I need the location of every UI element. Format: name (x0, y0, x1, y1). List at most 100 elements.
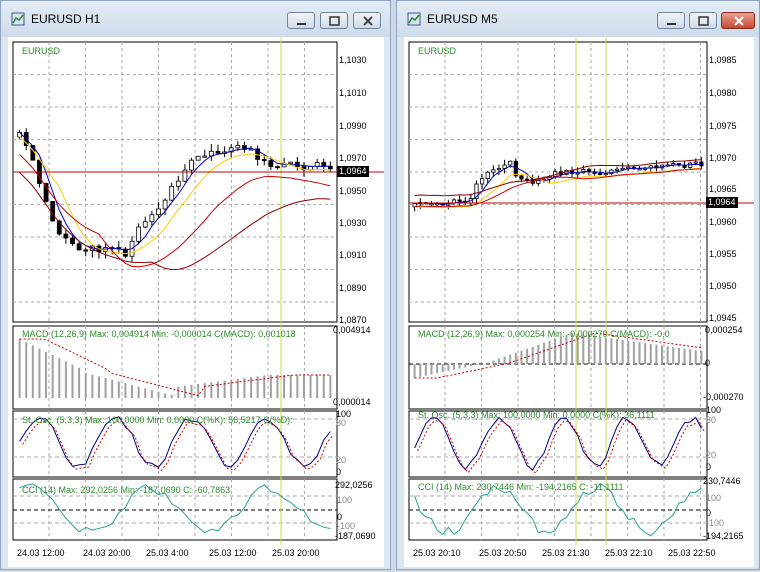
indicator-pane-frame (13, 42, 337, 322)
time-tick: 24.03 20:00 (83, 548, 131, 558)
macd-histogram-bar (171, 395, 173, 398)
chart-window-eurusd-m5[interactable]: EURUSD M5 EURUSD 1,0985 1,0980 1,0975 1,… (396, 0, 760, 570)
macd-histogram-bar (700, 351, 702, 364)
macd-histogram-bar (191, 385, 193, 398)
macd-histogram-bar (459, 364, 461, 369)
moving-average-slow (20, 155, 331, 267)
macd-histogram-bar (543, 343, 545, 364)
stoch-level: 100 (706, 405, 721, 415)
price-tick: 1,1030 (339, 55, 367, 65)
macd-histogram-bar (667, 346, 669, 364)
macd-histogram-bar (131, 385, 133, 398)
macd-caption: MACD (12,26,9) Max: 0,000254 Min: -0,000… (418, 329, 700, 339)
price-tick: 1,0950 (339, 186, 367, 196)
macd-histogram-bar (447, 364, 449, 371)
candle-body (269, 161, 273, 167)
maximize-button[interactable] (689, 12, 717, 29)
macd-min-label: 0,000014 (333, 397, 371, 407)
maximize-icon (321, 13, 349, 30)
time-tick: 25.03 22:50 (668, 548, 716, 558)
macd-histogram-bar (565, 335, 567, 364)
stoch-level: 80 (706, 415, 716, 425)
macd-histogram-bar (91, 375, 93, 398)
macd-histogram-bar (655, 345, 657, 364)
macd-histogram-bar (65, 361, 67, 398)
price-tick: 1,0955 (709, 249, 737, 259)
macd-histogram-bar (310, 375, 312, 398)
price-tick: 1,0965 (709, 184, 737, 194)
window-title: EURUSD H1 (31, 12, 100, 26)
candle-body (328, 166, 332, 168)
minimize-icon (658, 13, 686, 30)
cci-max-label: 292,0256 (335, 480, 373, 490)
moving-average-fast (415, 164, 702, 204)
macd-histogram-bar (177, 387, 179, 398)
current-price-label: 1,0964 (337, 166, 369, 177)
candle-body (492, 170, 495, 172)
candle-body (77, 244, 81, 250)
time-tick: 25.03 4:00 (146, 548, 189, 558)
macd-histogram-bar (464, 364, 466, 367)
macd-histogram-bar (470, 364, 472, 366)
price-tick: 1,0950 (709, 281, 737, 291)
candle-body (156, 209, 160, 215)
close-icon (354, 13, 382, 30)
stoch-level: 20 (706, 450, 716, 460)
macd-histogram-bar (296, 375, 298, 398)
macd-histogram-bar (498, 359, 500, 364)
macd-histogram-bar (283, 375, 285, 398)
stochastic-caption: St. Osc. (5,3,3) Max: 100,0000 Min: 0,00… (22, 415, 293, 425)
minimize-button[interactable] (657, 12, 685, 29)
macd-histogram-bar (436, 364, 438, 373)
candle-body (196, 156, 200, 160)
macd-histogram-bar (414, 364, 416, 378)
candle-body (150, 215, 154, 222)
candle-body (458, 200, 461, 201)
macd-histogram-bar (537, 345, 539, 364)
time-tick: 25.03 12:00 (209, 548, 257, 558)
macd-histogram-bar (504, 357, 506, 364)
cci-min-label: -187,0690 (335, 531, 376, 541)
title-bar[interactable]: EURUSD M5 (397, 1, 759, 37)
price-tick: 1,0910 (339, 250, 367, 260)
candle-body (486, 172, 489, 178)
candle-body (190, 160, 194, 170)
macd-histogram-bar (316, 375, 318, 398)
chart-area[interactable]: EURUSD 1,1030 1,1010 1,0990 1,0970 1,095… (8, 37, 384, 567)
title-bar[interactable]: EURUSD H1 (1, 1, 390, 37)
macd-histogram-bar (118, 382, 120, 398)
macd-histogram-bar (661, 346, 663, 364)
cci-level: 100 (337, 495, 352, 505)
macd-histogram-bar (588, 335, 590, 364)
macd-histogram-bar (650, 344, 652, 364)
macd-histogram-bar (627, 341, 629, 364)
macd-histogram-bar (25, 342, 27, 398)
macd-histogram-bar (303, 375, 305, 398)
price-tick: 1,0870 (339, 315, 367, 325)
chart-window-icon (407, 12, 421, 26)
macd-histogram-bar (549, 341, 551, 364)
macd-histogram-bar (144, 388, 146, 398)
symbol-label: EURUSD (418, 46, 456, 56)
price-tick: 1,0945 (709, 313, 737, 323)
macd-histogram-bar (430, 364, 432, 374)
candle-body (84, 250, 88, 251)
candle-body (621, 168, 624, 169)
minimize-icon (288, 13, 316, 30)
macd-histogram-bar (276, 375, 278, 398)
candle-body (143, 222, 147, 227)
stoch-level: 0 (336, 467, 341, 477)
price-tick: 1,0975 (709, 121, 737, 131)
macd-histogram-bar (151, 390, 153, 398)
stoch-level: 0 (706, 462, 711, 472)
candle-body (520, 176, 523, 179)
close-button[interactable] (353, 12, 381, 29)
close-button[interactable] (721, 12, 755, 29)
price-tick: 1,0990 (339, 121, 367, 131)
price-tick: 1,1010 (339, 88, 367, 98)
chart-area[interactable]: EURUSD 1,0985 1,0980 1,0975 1,0970 1,096… (404, 37, 754, 567)
chart-window-eurusd-h1[interactable]: EURUSD H1 EURUSD 1,1030 1,1010 1,0990 1,… (0, 0, 391, 570)
macd-histogram-bar (610, 338, 612, 364)
maximize-button[interactable] (320, 12, 348, 29)
minimize-button[interactable] (287, 12, 315, 29)
